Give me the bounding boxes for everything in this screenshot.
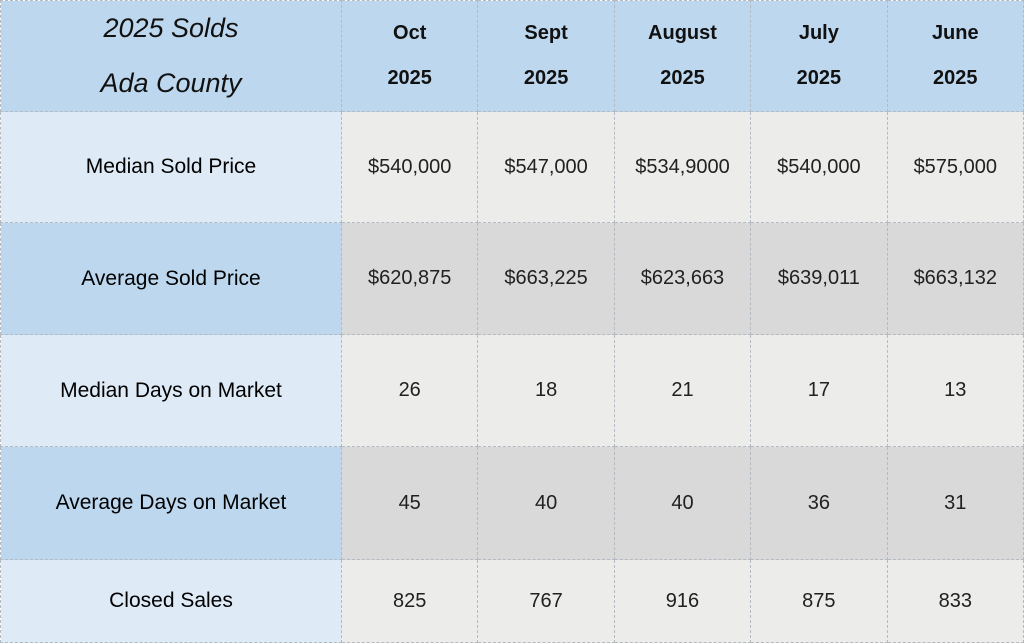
- value-cell: 825: [340, 559, 479, 643]
- table-row-median-days-on-market: Median Days on Market 26 18 21 17 13: [0, 334, 1024, 447]
- value-cell: $575,000: [886, 111, 1024, 223]
- row-label: Average Sold Price: [0, 222, 342, 335]
- table-title-line1: 2025 Solds: [103, 13, 239, 43]
- column-month: June: [931, 22, 979, 44]
- value-cell: 833: [886, 559, 1024, 643]
- value-cell: $623,663: [613, 222, 752, 335]
- column-header-july: July 2025: [750, 0, 888, 112]
- value-cell: 875: [750, 559, 888, 643]
- value-cell: 40: [477, 446, 615, 560]
- value-cell: 36: [750, 446, 888, 560]
- row-label: Average Days on Market: [0, 446, 342, 560]
- value-cell: $620,875: [340, 222, 479, 335]
- column-header-august: August 2025: [613, 0, 752, 112]
- table-title: 2025 Solds Ada County: [0, 0, 342, 112]
- value-cell: $639,011: [750, 222, 888, 335]
- table-row-closed-sales: Closed Sales 825 767 916 875 833: [0, 559, 1024, 643]
- column-month: August: [648, 22, 717, 44]
- column-header-sept: Sept 2025: [477, 0, 615, 112]
- value-cell: 26: [340, 334, 479, 447]
- column-year: 2025: [796, 67, 842, 89]
- value-cell: $540,000: [340, 111, 479, 223]
- value-cell: 767: [477, 559, 615, 643]
- value-cell: 31: [886, 446, 1024, 560]
- column-year: 2025: [933, 67, 978, 89]
- column-month: Sept: [524, 22, 568, 44]
- column-year: 2025: [387, 67, 432, 89]
- value-cell: $663,132: [886, 222, 1024, 335]
- table-row-average-sold-price: Average Sold Price $620,875 $663,225 $62…: [0, 222, 1024, 335]
- column-header-oct: Oct 2025: [340, 0, 479, 112]
- value-cell: 45: [340, 446, 479, 560]
- column-year: 2025: [660, 67, 705, 89]
- table-title-line2: Ada County: [100, 68, 242, 98]
- value-cell: 18: [477, 334, 615, 447]
- value-cell: 916: [613, 559, 752, 643]
- column-month: Oct: [393, 22, 427, 44]
- header-row: 2025 Solds Ada County Oct 2025 Sept 2025…: [0, 0, 1024, 112]
- value-cell: $547,000: [477, 111, 615, 223]
- column-header-june: June 2025: [886, 0, 1024, 112]
- value-cell: $540,000: [750, 111, 888, 223]
- table-row-median-sold-price: Median Sold Price $540,000 $547,000 $534…: [0, 111, 1024, 223]
- value-cell: 40: [613, 446, 752, 560]
- value-cell: 21: [613, 334, 752, 447]
- column-month: July: [798, 22, 839, 44]
- value-cell: 17: [750, 334, 888, 447]
- row-label: Closed Sales: [0, 559, 342, 643]
- row-label: Median Sold Price: [0, 111, 342, 223]
- table-row-average-days-on-market: Average Days on Market 45 40 40 36 31: [0, 446, 1024, 560]
- value-cell: $534,9000: [613, 111, 752, 223]
- value-cell: 13: [886, 334, 1024, 447]
- row-label: Median Days on Market: [0, 334, 342, 447]
- column-year: 2025: [523, 67, 569, 89]
- value-cell: $663,225: [477, 222, 615, 335]
